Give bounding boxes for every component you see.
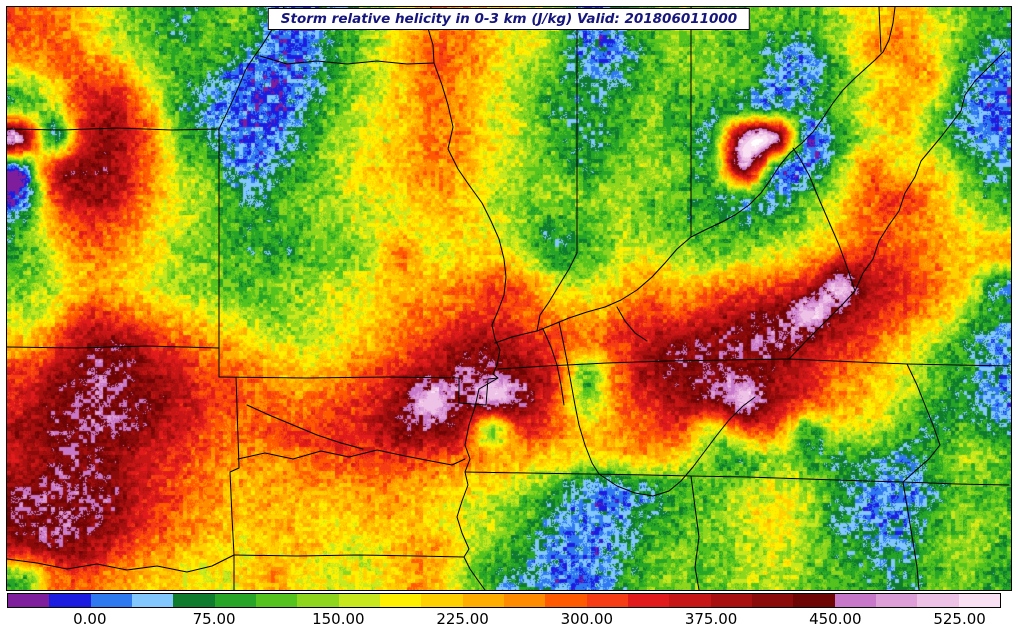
border-ga-nc bbox=[902, 481, 1010, 486]
colorbar-segment bbox=[49, 594, 91, 607]
colorbar-segment bbox=[958, 594, 1000, 607]
border-tn-nc bbox=[902, 363, 941, 483]
map-title-box: Storm relative helicity in 0-3 km (J/kg)… bbox=[267, 8, 751, 30]
border-al-ga bbox=[902, 481, 920, 590]
colorbar-segment bbox=[214, 594, 256, 607]
river-mississippi-lower bbox=[456, 377, 499, 590]
colorbar-segment bbox=[669, 594, 711, 607]
colorbar-segment bbox=[627, 594, 670, 607]
colorbar-tick-label: 0.00 bbox=[73, 610, 107, 628]
colorbar-segment bbox=[338, 594, 380, 607]
river-white-ar bbox=[246, 404, 364, 450]
border-ky-tn bbox=[497, 358, 790, 370]
colorbar-segment bbox=[297, 594, 339, 607]
border-ky-va bbox=[788, 290, 856, 360]
river-arkansas bbox=[237, 449, 466, 466]
colorbar-tick-label: 75.00 bbox=[192, 610, 236, 628]
border-il-in-wabash bbox=[536, 7, 578, 332]
colorbar-tick-label: 525.00 bbox=[933, 610, 986, 628]
river-green bbox=[616, 306, 648, 342]
colorbar-segment bbox=[710, 594, 752, 607]
colorbar-segment bbox=[503, 594, 546, 607]
colorbar-tick-label: 450.00 bbox=[809, 610, 862, 628]
border-ks-ne bbox=[7, 127, 220, 131]
colorbar-tick-label: 300.00 bbox=[560, 610, 614, 628]
river-tennessee bbox=[558, 321, 756, 497]
colorbar-segment bbox=[90, 594, 132, 607]
border-ky-wv bbox=[792, 147, 856, 292]
colorbar-segment bbox=[379, 594, 422, 607]
border-ks-ok bbox=[7, 345, 220, 378]
colorbar-tick-label: 225.00 bbox=[436, 610, 489, 628]
colorbar-segment bbox=[545, 594, 587, 607]
border-ia-mo bbox=[259, 55, 435, 65]
border-ar-ok bbox=[229, 376, 240, 556]
colorbar-segment bbox=[834, 594, 876, 607]
colorbar-segment bbox=[255, 594, 298, 607]
colorbar-tick-label: 375.00 bbox=[684, 610, 738, 628]
colorbar-ticks: 0.00 75.00 150.00 225.00 300.00 375.00 450.00 5… bbox=[7, 610, 1001, 630]
colorbar-segment bbox=[173, 594, 215, 607]
border-tn-va-nc bbox=[788, 358, 1010, 367]
border-mo-ar-bootheel bbox=[218, 376, 499, 406]
state-borders-layer bbox=[7, 7, 1010, 590]
border-wv-va bbox=[854, 50, 1006, 292]
helicity-field-canvas bbox=[7, 7, 1011, 590]
colorbar-segment bbox=[917, 594, 959, 607]
colorbar-segment bbox=[875, 594, 918, 607]
colorbar-segment bbox=[586, 594, 628, 607]
colorbar-segment bbox=[751, 594, 794, 607]
colorbar-segment bbox=[421, 594, 463, 607]
border-oh-pa bbox=[878, 7, 882, 53]
map-area: Storm relative helicity in 0-3 km (J/kg)… bbox=[6, 6, 1012, 591]
colorbar bbox=[7, 593, 1001, 608]
colorbar-segment bbox=[131, 594, 174, 607]
colorbar-tick-label: 150.00 bbox=[312, 610, 365, 628]
border-ar-la bbox=[233, 554, 465, 558]
river-cumberland bbox=[542, 328, 565, 406]
colorbar-segment bbox=[462, 594, 504, 607]
colorbar-segment bbox=[793, 594, 835, 607]
border-ms-al bbox=[690, 475, 700, 590]
border-ok-tx-red-river bbox=[7, 554, 235, 590]
map-title: Storm relative helicity in 0-3 km (J/kg)… bbox=[280, 11, 738, 27]
colorbar-swatches bbox=[8, 594, 1000, 607]
river-ohio bbox=[494, 7, 896, 344]
state-borders bbox=[7, 7, 1010, 590]
river-mississippi-upper bbox=[426, 7, 507, 379]
colorbar-segment bbox=[8, 594, 50, 607]
